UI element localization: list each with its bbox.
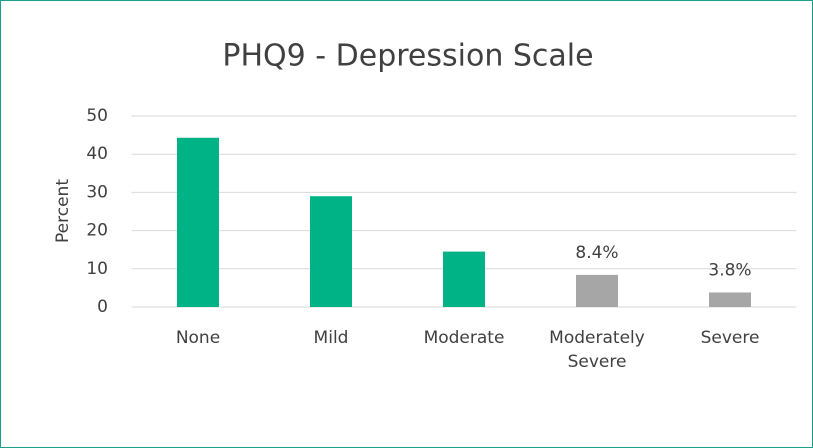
y-tick-label: 30 xyxy=(86,182,108,202)
bar xyxy=(709,292,751,307)
x-tick-label: Severe xyxy=(700,328,760,348)
bar xyxy=(177,137,219,307)
data-label: 8.4% xyxy=(575,243,618,263)
x-tick-label: Moderate xyxy=(423,328,505,348)
y-tick-label: 20 xyxy=(86,221,108,241)
x-tick-label: None xyxy=(175,328,221,348)
y-tick-label: 50 xyxy=(86,106,108,126)
chart-title: PHQ9 - Depression Scale xyxy=(222,39,593,74)
y-axis-label: Percent xyxy=(53,179,73,243)
x-tick-label: Mild xyxy=(313,328,349,348)
y-tick-label: 40 xyxy=(86,144,108,164)
y-tick-label: 10 xyxy=(86,259,108,279)
bar xyxy=(576,274,618,307)
bar xyxy=(443,251,485,307)
y-tick-label: 0 xyxy=(97,297,108,317)
x-tick-label: Moderately Severe xyxy=(549,328,645,372)
bar xyxy=(310,196,352,307)
data-label: 3.8% xyxy=(708,260,751,280)
